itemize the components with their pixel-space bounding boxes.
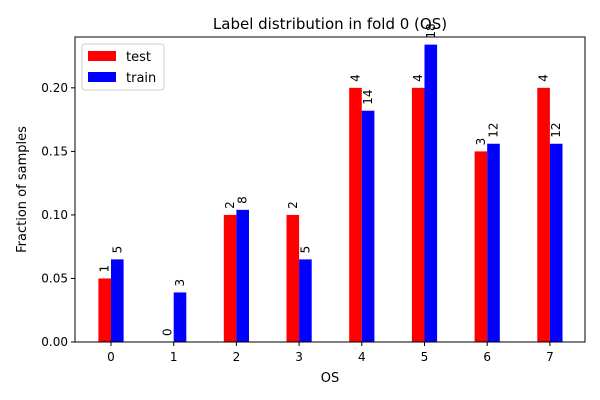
bar-train-2	[236, 209, 249, 342]
bar-label-train-6: 12	[487, 122, 501, 137]
bar-test-5	[411, 87, 425, 342]
bar-label-train-2: 8	[236, 196, 250, 204]
bar-label-test-1: 0	[160, 328, 174, 336]
bar-label-test-3: 2	[286, 201, 300, 209]
bar-label-test-6: 3	[474, 138, 488, 146]
bar-train-1	[173, 292, 187, 342]
chart-title: Label distribution in fold 0 (OS)	[213, 15, 447, 33]
y-tick-label-4: 0.20	[41, 81, 68, 95]
x-tick-label-4: 4	[358, 350, 366, 364]
bar-train-6	[487, 143, 500, 342]
y-tick-label-2: 0.10	[41, 208, 68, 222]
x-tick-label-0: 0	[107, 350, 115, 364]
legend-swatch-train	[88, 72, 116, 82]
bar-train-5	[424, 44, 438, 343]
x-tick-label-2: 2	[233, 350, 241, 364]
bar-test-0	[98, 278, 111, 342]
y-axis-ticks: 0.00 0.05 0.10 0.15 0.20	[41, 81, 75, 349]
y-tick-label-1: 0.05	[41, 271, 68, 285]
plot-frame	[74, 36, 586, 343]
bars-layer	[98, 44, 563, 343]
bar-label-test-7: 4	[537, 74, 551, 82]
bar-label-train-3: 5	[298, 246, 312, 254]
x-tick-label-1: 1	[170, 350, 178, 364]
y-tick-label-0: 0.00	[41, 335, 68, 349]
bar-test-3	[286, 214, 300, 342]
bar-label-test-4: 4	[349, 74, 363, 82]
bar-label-train-1: 3	[173, 279, 187, 287]
bar-train-4	[361, 110, 375, 343]
bar-label-test-5: 4	[411, 74, 425, 82]
x-axis-ticks: 0 1 2 3 4 5 6 7	[107, 342, 554, 364]
x-tick-label-3: 3	[295, 350, 303, 364]
bar-label-test-0: 1	[98, 265, 112, 273]
bar-train-7	[549, 143, 563, 342]
legend-swatch-test	[88, 51, 116, 61]
x-tick-label-6: 6	[483, 350, 491, 364]
bar-label-train-0: 5	[110, 246, 124, 254]
y-tick-label-3: 0.15	[41, 144, 68, 158]
bar-test-6	[474, 151, 488, 343]
legend-label-train: train	[126, 71, 156, 86]
bar-test-7	[537, 87, 550, 342]
bar-test-4	[349, 87, 362, 342]
bar-label-train-5: 18	[424, 23, 438, 38]
x-tick-label-7: 7	[546, 350, 554, 364]
bar-label-test-2: 2	[223, 201, 237, 209]
y-axis-label: Fraction of samples	[15, 126, 30, 253]
bar-test-2	[223, 214, 237, 342]
bar-train-0	[111, 259, 124, 342]
x-axis-label: OS	[321, 371, 339, 386]
bar-label-train-7: 12	[549, 122, 563, 137]
bar-train-3	[299, 259, 312, 342]
legend: test train	[81, 43, 165, 91]
legend-label-test: test	[126, 50, 151, 65]
x-tick-label-5: 5	[421, 350, 429, 364]
bar-labels-layer: 1 0 2 2 4 4 3 4 5 3 8 5 14 18 12 12	[98, 23, 564, 336]
bar-label-train-4: 14	[361, 89, 375, 104]
